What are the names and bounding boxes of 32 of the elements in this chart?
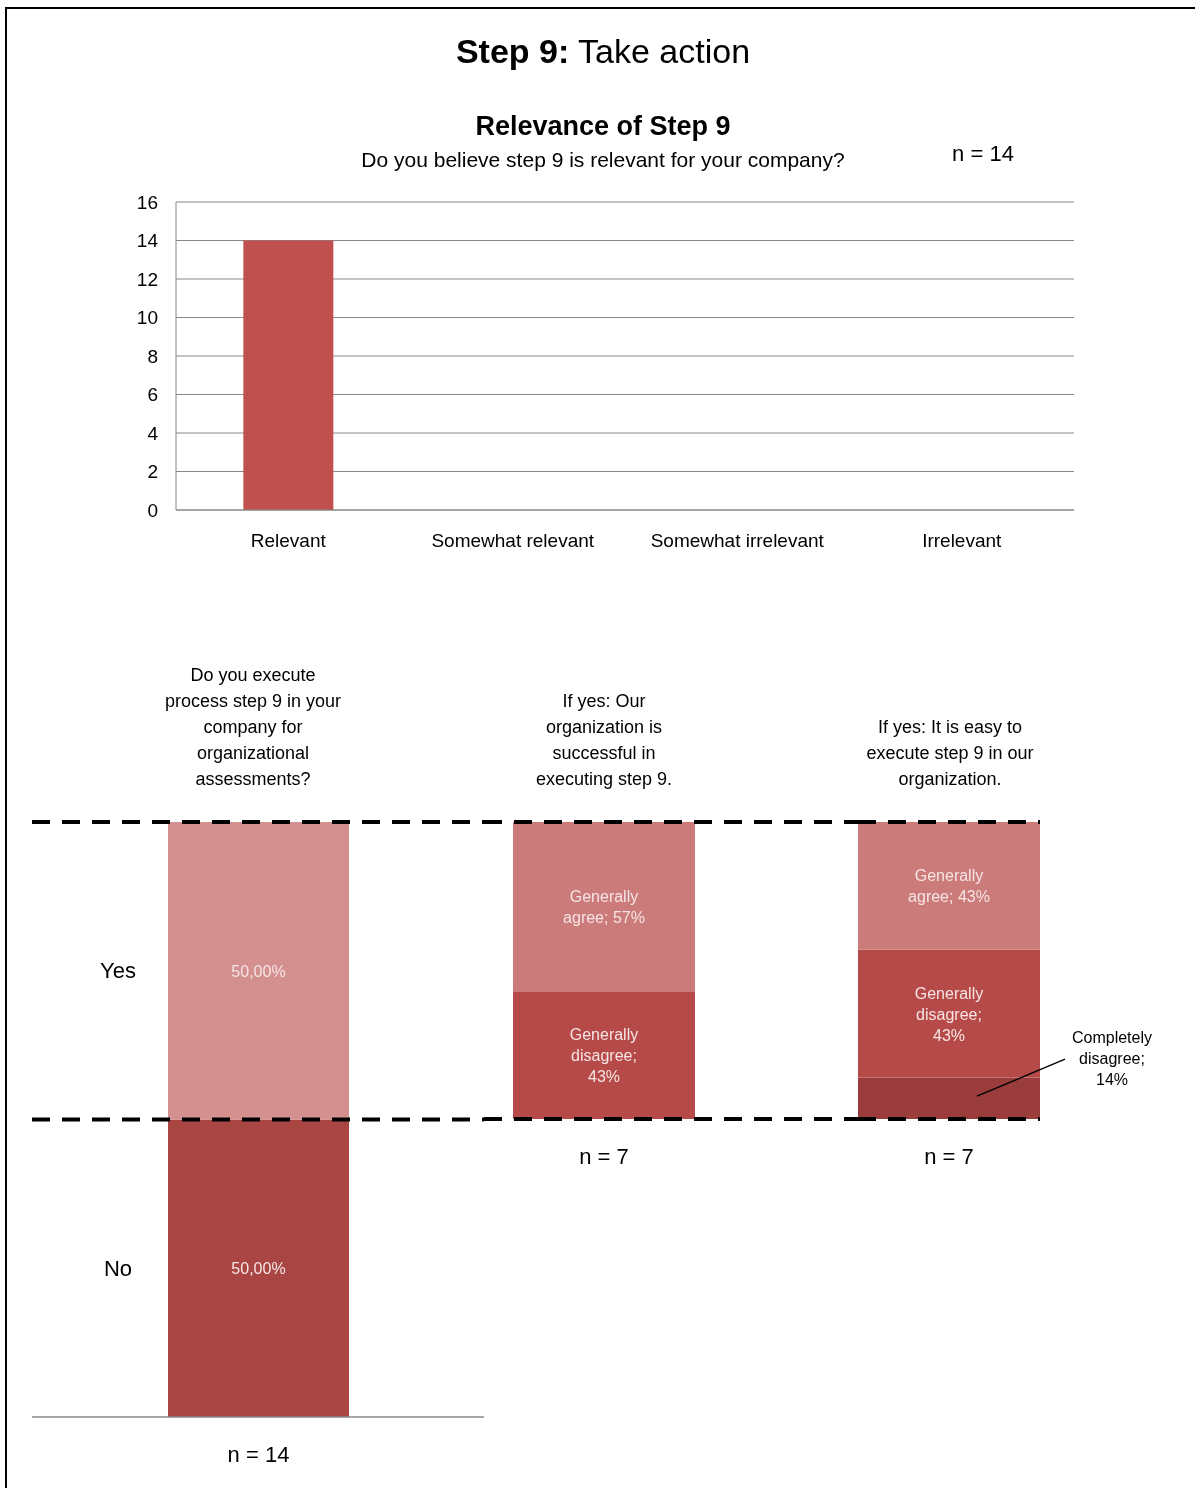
text: n = 14 xyxy=(226,1442,291,1468)
data-label: 50,00% xyxy=(231,1260,286,1278)
text: Step 9: Take action xyxy=(454,32,752,71)
series-label: Yes xyxy=(100,958,136,984)
y-tick-label: 6 xyxy=(147,384,158,406)
y-tick-label: 10 xyxy=(136,307,158,329)
text: n = 14 xyxy=(951,141,1015,167)
y-tick-label: 8 xyxy=(147,345,158,367)
data-label: Completely disagree; 14% xyxy=(1071,1029,1153,1089)
series-label: No xyxy=(103,1255,133,1281)
x-tick-label: Somewhat relevant xyxy=(431,530,595,552)
y-tick-label: 12 xyxy=(136,268,158,290)
y-tick-label: 2 xyxy=(147,461,158,483)
y-tick-label: 16 xyxy=(136,191,158,213)
y-tick-label: 4 xyxy=(147,422,159,444)
chart-title: Do you execute process step 9 in your company for organizational assessments? xyxy=(163,664,343,791)
text: n = 7 xyxy=(923,1144,975,1170)
x-tick-label: Relevant xyxy=(250,530,327,552)
x-tick-label: Irrelevant xyxy=(922,530,1003,552)
data-label: Generally disagree; 43% xyxy=(914,984,984,1044)
chart-title: If yes: It is easy to execute step 9 in our organization. xyxy=(865,716,1035,791)
y-tick-label: 0 xyxy=(147,499,158,521)
y-tick-label: 14 xyxy=(136,230,159,252)
text: n = 7 xyxy=(578,1144,630,1170)
data-label: 50,00% xyxy=(231,962,286,980)
chart-title: If yes: Our organization is successful in executing step 9. xyxy=(534,690,674,791)
data-label: Generally agree; 57% xyxy=(563,888,645,927)
data-label: Generally agree; 43% xyxy=(908,867,990,906)
x-tick-label: Somewhat irrelevant xyxy=(650,530,825,552)
data-label: Generally disagree; 43% xyxy=(569,1026,639,1086)
chart-subtitle: Do you believe step 9 is relevant for your company? xyxy=(361,148,845,171)
chart-title: Relevance of Step 9 xyxy=(474,111,732,142)
